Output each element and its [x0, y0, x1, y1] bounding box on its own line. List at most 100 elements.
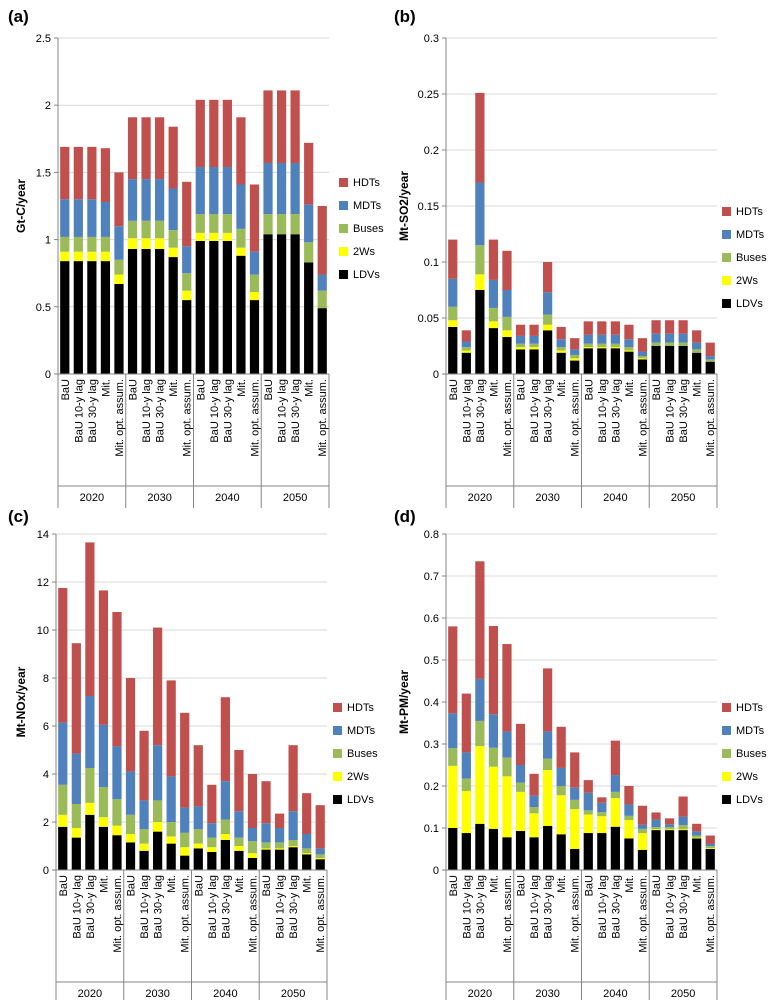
bar-segment-hdts: [141, 117, 151, 180]
bar-segment-ldvs: [127, 249, 138, 374]
bar-segment-mdts: [155, 179, 165, 221]
bar-segment-mdts: [249, 251, 260, 275]
bar-segment-mdts: [193, 806, 203, 830]
bar-segment-buses: [570, 799, 580, 810]
bar-segment-2ws: [60, 251, 70, 262]
bar-segment-buses: [678, 825, 688, 830]
bar-segment-buses: [193, 829, 203, 844]
bar-segment-2ws: [236, 247, 246, 256]
bar-segment-hdts: [529, 324, 539, 336]
bar-segment-buses: [502, 757, 512, 777]
bar-segment-2ws: [193, 843, 203, 849]
bar-segment-buses: [664, 342, 675, 346]
bar-segment-hdts: [515, 723, 526, 765]
bar-segment-2ws: [461, 350, 471, 353]
bar-segment-2ws: [85, 802, 95, 815]
bar-segment-2ws: [209, 232, 219, 241]
bar-segment-ldvs: [193, 848, 203, 870]
legend-swatch-2ws: [722, 276, 731, 285]
legend-swatch-mdts: [722, 230, 731, 239]
legend-label: Buses: [736, 252, 767, 264]
x-category-label: BaU: [263, 379, 275, 400]
bar-segment-ldvs: [692, 352, 702, 374]
bar-segment-buses: [249, 274, 260, 293]
y-tick-label: 0.3: [424, 739, 439, 751]
x-category-label: BaU 10-y lag: [139, 875, 151, 939]
bar-segment-hdts: [637, 338, 648, 352]
x-category-label: Mit. opt. assum.: [317, 379, 329, 457]
bar-segment-buses: [692, 835, 702, 838]
bar-segment-ldvs: [155, 249, 165, 374]
bar-segment-ldvs: [141, 249, 151, 374]
bar-segment-hdts: [304, 142, 314, 205]
year-label: 2030: [147, 492, 171, 504]
x-category-label: Mit. opt. assum.: [182, 379, 194, 457]
bar-segment-buses: [583, 343, 593, 348]
bar-segment-hdts: [705, 835, 715, 844]
bar-segment-ldvs: [58, 826, 68, 870]
year-label: 2020: [468, 492, 492, 504]
bar-segment-mdts: [488, 714, 499, 748]
bar-segment-ldvs: [556, 834, 566, 870]
bar-segment-buses: [529, 807, 539, 814]
bar-segment-2ws: [288, 846, 298, 848]
bar-segment-hdts: [153, 627, 163, 746]
bar-segment-ldvs: [180, 855, 190, 870]
bar-segment-hdts: [112, 612, 122, 747]
bar-segment-2ws: [100, 251, 111, 262]
bar-segment-hdts: [247, 774, 258, 828]
bar-segment-mdts: [263, 162, 273, 215]
bar-segment-mdts: [261, 823, 271, 843]
bar-segment-buses: [317, 290, 327, 309]
bar-segment-2ws: [488, 321, 499, 329]
x-category-label: Mit.: [168, 379, 180, 397]
legend-label: 2Ws: [736, 771, 759, 783]
bar-segment-buses: [125, 814, 136, 834]
bar-segment-hdts: [692, 330, 702, 343]
bar-segment-2ws: [127, 238, 138, 250]
bar-segment-ldvs: [315, 859, 325, 870]
x-category-label: BaU 30-y lag: [475, 875, 487, 939]
legend-swatch-hdts: [339, 178, 348, 187]
bar-segment-buses: [448, 748, 458, 766]
bar-segment-buses: [195, 214, 205, 233]
bar-segment-hdts: [222, 99, 232, 168]
bar-segment-mdts: [692, 342, 702, 350]
y-tick-label: 0: [43, 865, 49, 877]
bar-segment-2ws: [637, 358, 648, 360]
legend-label: 2Ws: [347, 771, 370, 783]
bar-segment-ldvs: [583, 348, 593, 374]
bar-segment-mdts: [461, 752, 471, 779]
bar-segment-2ws: [543, 324, 553, 331]
bar-segment-ldvs: [692, 838, 702, 870]
y-tick-label: 6: [43, 721, 49, 733]
bar-segment-ldvs: [529, 837, 539, 870]
bar-segment-buses: [475, 720, 485, 747]
bar-segment-hdts: [236, 117, 246, 185]
x-category-label: BaU 10-y lag: [275, 875, 287, 939]
bar-segment-ldvs: [475, 290, 485, 374]
legend-swatch-mdts: [339, 201, 348, 210]
y-tick-label: 0.05: [418, 313, 439, 325]
bar-segment-ldvs: [71, 837, 81, 870]
bar-segment-ldvs: [222, 240, 232, 374]
bar-segment-mdts: [58, 722, 68, 785]
bar-segment-ldvs: [678, 346, 688, 374]
bar-segment-ldvs: [73, 261, 83, 374]
bar-segment-hdts: [488, 239, 499, 280]
bar-segment-2ws: [153, 822, 163, 832]
bar-segment-2ws: [678, 829, 688, 831]
legend-swatch-mdts: [722, 726, 731, 735]
x-category-label: BaU 10-y lag: [529, 875, 541, 939]
bar-segment-ldvs: [651, 830, 661, 870]
bar-segment-ldvs: [139, 850, 149, 870]
bar-segment-mdts: [583, 792, 593, 811]
bar-segment-hdts: [556, 726, 566, 768]
bar-segment-2ws: [261, 848, 271, 850]
bar-segment-mdts: [87, 199, 97, 237]
bar-segment-buses: [515, 782, 526, 792]
bar-segment-mdts: [302, 834, 312, 849]
bar-segment-mdts: [583, 334, 593, 344]
